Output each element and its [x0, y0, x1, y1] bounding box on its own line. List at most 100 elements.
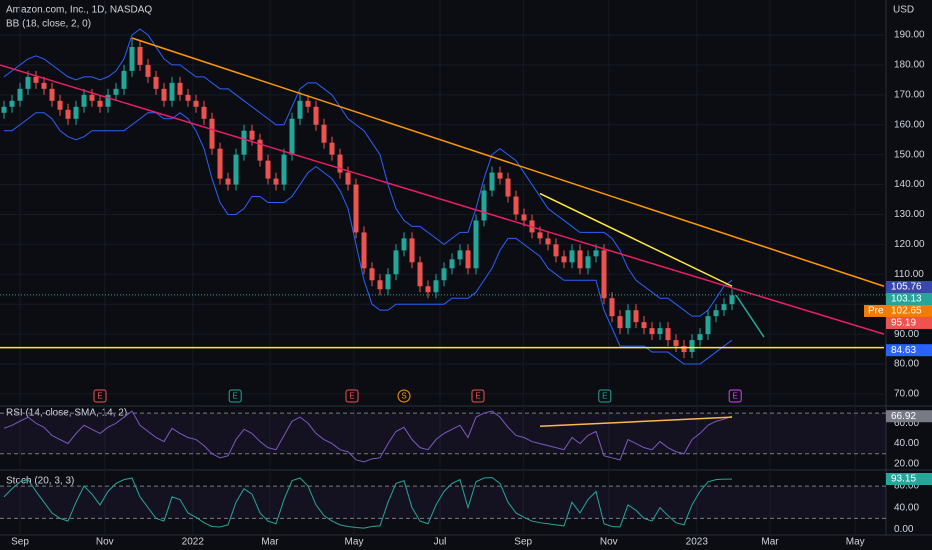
candle-body	[465, 250, 471, 269]
candle-body	[609, 298, 615, 317]
candle-body	[209, 118, 215, 149]
y-tick-label: 160.00	[894, 119, 925, 130]
candle-body	[569, 250, 575, 263]
candle-body	[17, 88, 23, 101]
candle-body	[729, 295, 735, 305]
event-icon	[397, 389, 411, 403]
candle-body	[281, 154, 287, 185]
candle-body	[105, 94, 111, 107]
y-tick-label: 120.00	[894, 239, 925, 250]
price-tag-box	[864, 304, 886, 317]
rsi-line	[3, 410, 733, 463]
candle-body	[289, 118, 295, 155]
candle-body	[537, 232, 543, 239]
y-tick-label: 20.00	[894, 459, 919, 470]
candle-body	[57, 100, 63, 110]
candle-body	[393, 250, 399, 275]
candle-body	[385, 274, 391, 290]
candle-body	[169, 82, 175, 101]
event-icon	[471, 389, 485, 403]
y-tick-label: 90.00	[894, 329, 919, 340]
candle-body	[369, 268, 375, 281]
candle-body	[425, 286, 431, 293]
trend-line	[539, 192, 733, 287]
candle-body	[401, 238, 407, 251]
candle-body	[409, 238, 415, 263]
candle-body	[9, 100, 15, 107]
candle-body	[441, 268, 447, 281]
candle-body	[201, 106, 207, 119]
currency: USD	[893, 5, 914, 16]
candle-body	[585, 256, 591, 269]
candle-body	[513, 196, 519, 215]
candle-body	[705, 316, 711, 335]
trend-line	[735, 294, 765, 338]
trend-line	[131, 37, 885, 287]
trend-line	[0, 64, 885, 335]
candle-body	[681, 346, 687, 353]
candle-body	[257, 139, 263, 161]
candle-body	[625, 310, 631, 329]
candle-body	[417, 262, 423, 287]
price-label: 103.13	[891, 294, 922, 305]
event-label: E	[349, 392, 354, 401]
y-tick-label: 40.00	[894, 502, 919, 513]
candle-body	[305, 100, 311, 107]
rsi-band	[0, 413, 886, 454]
candle-body	[145, 64, 151, 77]
event-icon	[93, 389, 107, 403]
candle-body	[313, 106, 319, 125]
price-label-box	[886, 304, 932, 317]
x-tick-label: May	[846, 537, 865, 548]
candle-body	[185, 94, 191, 101]
bb-lower	[4, 112, 733, 365]
candle-body	[217, 148, 223, 179]
x-tick-label: Nov	[96, 537, 114, 548]
candle-body	[81, 94, 87, 107]
candle-body	[177, 82, 183, 95]
event-icon	[598, 389, 612, 403]
price-label-box	[886, 292, 932, 305]
event-icon	[728, 389, 742, 403]
price-label: 102.65	[891, 306, 922, 317]
candle-body	[361, 232, 367, 269]
y-tick-label: 60.00	[894, 418, 919, 429]
indicator-label: BB (18, close, 2, 0)	[6, 19, 91, 30]
candle-body	[721, 304, 727, 311]
candle-body	[601, 250, 607, 299]
candle-body	[657, 328, 663, 335]
x-tick-label: Nov	[600, 537, 618, 548]
candle-body	[33, 76, 39, 83]
candle-body	[153, 76, 159, 89]
candle-body	[697, 334, 703, 341]
candle-body	[577, 250, 583, 269]
candle-body	[121, 70, 127, 89]
event-label: E	[233, 392, 238, 401]
price-label-box	[886, 316, 932, 329]
candle-body	[633, 310, 639, 323]
stoch-value-box	[886, 472, 932, 485]
y-tick-label: 130.00	[894, 209, 925, 220]
candle-body	[449, 259, 455, 269]
candle-body	[137, 46, 143, 65]
candle-body	[161, 88, 167, 101]
chart-title: Amazon.com, Inc., 1D, NASDAQ	[6, 5, 152, 16]
candle-body	[337, 154, 343, 173]
bb-upper	[3, 28, 733, 317]
candle-body	[545, 238, 551, 245]
price-tag: Pre	[868, 306, 884, 317]
candle-body	[345, 172, 351, 185]
x-tick-label: Mar	[261, 537, 279, 548]
stoch-value: 93.15	[891, 474, 916, 485]
y-tick-label: 150.00	[894, 149, 925, 160]
stoch-title: Stoch (20, 3, 3)	[6, 476, 74, 487]
y-tick-label: 80.00	[894, 481, 919, 492]
candle-body	[73, 106, 79, 119]
stoch-line	[3, 476, 732, 529]
candle-body	[297, 100, 303, 119]
candle-body	[497, 172, 503, 179]
y-tick-label: 180.00	[894, 60, 925, 71]
